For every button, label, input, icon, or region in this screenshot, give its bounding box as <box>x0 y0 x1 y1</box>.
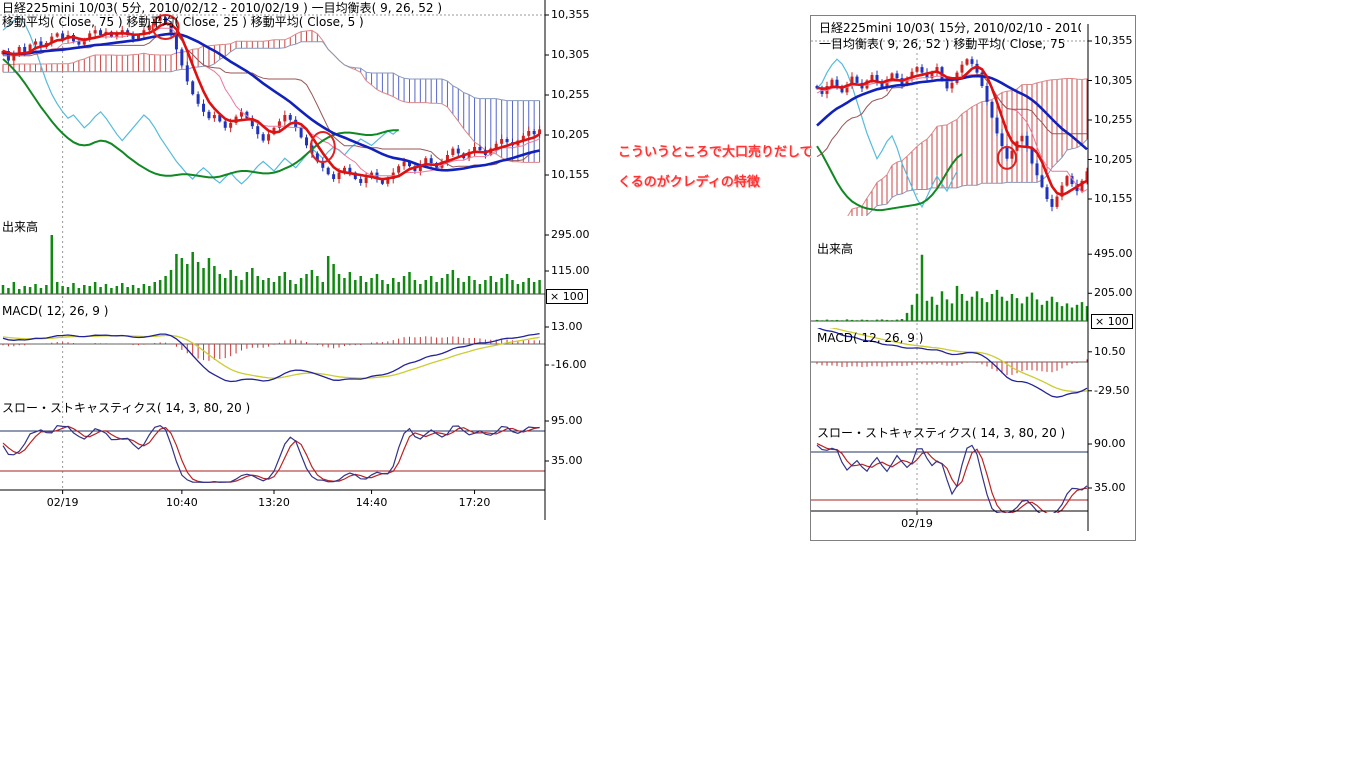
price-axis-label: 10,255 <box>1094 113 1133 126</box>
stoch-axis-label: 95.00 <box>551 414 583 427</box>
volume-pane-label: 出来高 <box>817 242 854 256</box>
chart-canvas <box>811 24 1092 531</box>
price-axis-label: 10,205 <box>1094 152 1133 166</box>
chart-panel-left[interactable]: 日経225mini 10/03( 5分, 2010/02/12 - 2010/0… <box>0 0 595 520</box>
chart-title: 日経225mini 10/03( 15分, 2010/02/10 - 2010/… <box>819 21 1081 35</box>
time-axis-label: 14:40 <box>355 496 388 509</box>
price-axis-label: 10,155 <box>1094 192 1133 205</box>
volume-multiplier-badge: × 100 <box>1091 314 1133 329</box>
volume-axis-label: 495.00 <box>1094 247 1133 261</box>
price-axis-label: 10,305 <box>551 48 590 61</box>
macd-pane-label: MACD( 12, 26, 9 ) <box>2 304 109 318</box>
macd-pane-label: MACD( 12, 26, 9 ) <box>817 331 924 345</box>
price-axis-label: 10,205 <box>551 128 590 141</box>
macd-axis-label: 13.00 <box>551 319 583 333</box>
price-axis-label: 10,255 <box>551 88 590 101</box>
time-axis-label: 02/19 <box>46 496 79 509</box>
price-axis-label: 10,305 <box>1094 73 1133 87</box>
chart-title: 日経225mini 10/03( 5分, 2010/02/12 - 2010/0… <box>2 1 443 15</box>
stoch-axis-label: 90.00 <box>1094 437 1126 450</box>
macd-axis-label: -16.00 <box>551 357 587 371</box>
time-axis-label: 17:20 <box>458 496 491 509</box>
stoch-axis-label: 35.00 <box>1094 481 1126 494</box>
chart-subtitle: 一目均衡表( 9, 26, 52 ) 移動平均( Close, 75 <box>819 37 1066 51</box>
chart-subtitle: 移動平均( Close, 75 ) 移動平均( Close, 25 ) 移動平均… <box>2 15 364 29</box>
chart-canvas <box>0 0 549 520</box>
volume-axis-label: 295.00 <box>551 228 590 241</box>
stoch-pane-label: スロー・ストキャスティクス( 14, 3, 80, 20 ) <box>2 401 251 415</box>
price-axis-label: 10,355 <box>551 8 590 21</box>
macd-axis-label: 10.50 <box>1094 344 1126 358</box>
price-axis-label: 10,355 <box>1094 34 1133 47</box>
volume-axis-label: 115.00 <box>551 264 590 277</box>
volume-multiplier-badge: × 100 <box>546 289 588 304</box>
annotation-line-1: こういうところで大口売りだして <box>618 145 813 160</box>
price-axis-label: 10,155 <box>551 168 590 181</box>
macd-axis-label: -29.50 <box>1094 383 1130 397</box>
volume-pane-label: 出来高 <box>2 220 39 234</box>
volume-axis-label: 205.00 <box>1094 286 1133 300</box>
red-annotation-note: こういうところで大口売りだして くるのがクレディの特徴 <box>618 138 813 198</box>
time-axis-label: 10:40 <box>166 496 198 509</box>
time-axis-label: 02/19 <box>901 517 933 530</box>
annotation-line-2: くるのがクレディの特徴 <box>618 175 760 190</box>
time-axis-label: 13:20 <box>258 496 290 509</box>
chart-panel-right[interactable]: 日経225mini 10/03( 15分, 2010/02/10 - 2010/… <box>810 15 1136 541</box>
stoch-axis-label: 35.00 <box>551 454 583 467</box>
stoch-pane-label: スロー・ストキャスティクス( 14, 3, 80, 20 ) <box>817 426 1066 440</box>
